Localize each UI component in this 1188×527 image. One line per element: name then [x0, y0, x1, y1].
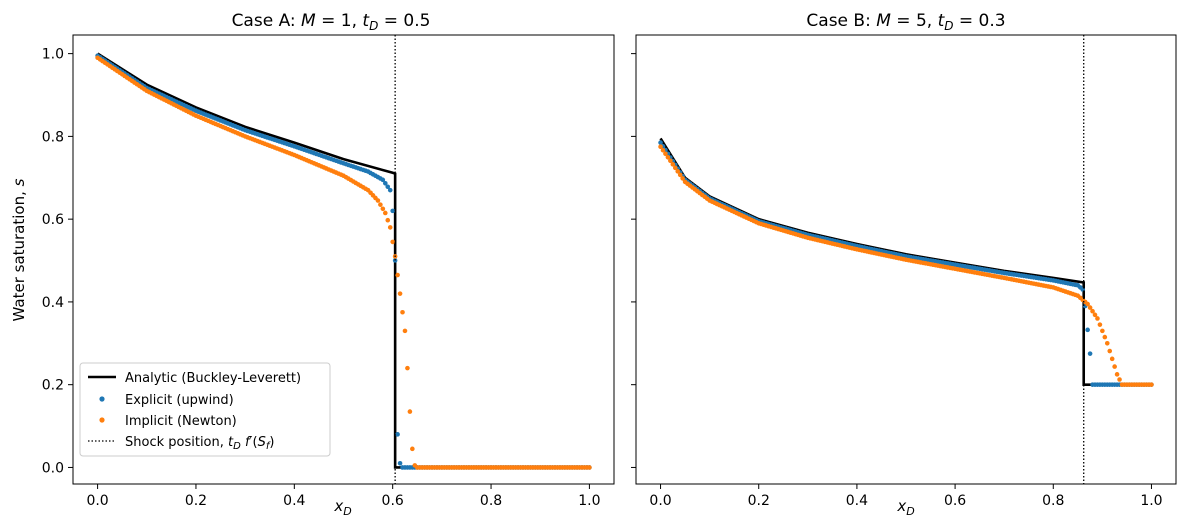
legend: Analytic (Buckley-Leverett) Explicit (up…: [79, 362, 331, 457]
data-point: [1085, 301, 1090, 307]
x-tick-label: 1.0: [1140, 493, 1162, 509]
x-tick-label: 0.0: [86, 493, 108, 509]
x-tick-label: 1.0: [578, 493, 600, 509]
panel-case-a: Case A: M = 1, tD = 0.5 0.0 0.2 0.4 0.6 0.8 1…: [10, 11, 615, 518]
x-tick-label: 0.0: [649, 493, 671, 509]
data-point: [672, 165, 678, 171]
data-point: [1085, 327, 1090, 333]
data-point: [663, 151, 668, 157]
data-point: [1149, 382, 1154, 387]
y-tick-label: 0.0: [42, 460, 64, 476]
x-axis-label-case-b: xD: [896, 497, 914, 518]
plot-area-case-a: 0.0 0.2 0.4 0.6 0.8 1.0 0.0 0.2 0.4 0.6 0.8 1.0: [42, 34, 615, 509]
data-point: [400, 309, 405, 315]
data-point: [1087, 305, 1093, 310]
data-point: [1102, 334, 1108, 340]
legend-label-implicit: Implicit (Newton): [125, 414, 237, 429]
data-point: [587, 465, 592, 470]
data-point: [1095, 316, 1100, 321]
data-point: [670, 162, 676, 167]
x-tick-label: 0.2: [185, 493, 207, 509]
x-tick-label: 0.8: [1042, 493, 1064, 509]
x-tick-label: 0.4: [283, 493, 305, 509]
data-point: [1097, 322, 1103, 327]
data-point: [1104, 341, 1110, 346]
data-point: [1114, 372, 1120, 377]
panel-title-case-b: Case B: M = 5, tD = 0.3: [806, 11, 1005, 33]
x-axis-label-case-a: xD: [333, 497, 351, 518]
panel-case-b: Case B: M = 5, tD = 0.3 0.0 0.2 0.4 0.6 0.8 1…: [631, 11, 1177, 518]
data-point: [658, 140, 663, 145]
data-point: [395, 272, 400, 278]
data-point: [407, 409, 413, 414]
data-point: [383, 180, 388, 186]
legend-swatch-implicit: [99, 417, 105, 423]
axes-frame-case-b: [635, 34, 1177, 485]
data-point: [380, 177, 386, 183]
data-point: [387, 187, 393, 193]
y-tick-label: 0.8: [42, 129, 64, 145]
data-point: [383, 210, 388, 216]
data-point: [1117, 377, 1122, 382]
x-tick-label: 0.6: [944, 493, 966, 509]
data-point: [390, 239, 395, 245]
data-point: [1087, 351, 1093, 356]
data-point: [397, 291, 403, 296]
legend-box: [79, 362, 331, 457]
plot-content-case-b: [658, 137, 1154, 387]
data-point: [677, 172, 683, 178]
x-tick-label: 0.2: [748, 493, 770, 509]
legend-label-analytic: Analytic (Buckley-Leverett): [125, 371, 301, 386]
data-point: [1107, 348, 1113, 354]
legend-label-explicit: Explicit (upwind): [125, 393, 234, 408]
data-point: [665, 154, 671, 160]
x-tick-label: 0.4: [846, 493, 868, 509]
data-point: [675, 169, 681, 174]
data-point: [375, 198, 381, 203]
plot-area-case-b: 0.0 0.2 0.4 0.6 0.8 1.0: [631, 34, 1177, 509]
data-point: [395, 432, 400, 437]
data-point: [397, 461, 403, 466]
x-tick-label: 0.8: [480, 493, 502, 509]
data-point: [392, 258, 398, 263]
panel-title-case-a: Case A: M = 1, tD = 0.5: [232, 11, 431, 33]
series-line-analytic-buckley-leverett: [96, 52, 590, 469]
data-point: [387, 225, 393, 230]
data-point: [660, 147, 666, 153]
series-points-explicit-upwind: [658, 140, 1154, 387]
data-point: [390, 208, 395, 214]
legend-swatch-explicit: [99, 396, 105, 402]
data-point: [402, 328, 408, 334]
data-point: [385, 184, 391, 190]
data-point: [1090, 308, 1095, 314]
y-axis-label: Water saturation, s: [10, 178, 28, 321]
x-tick-label: 0.6: [382, 493, 404, 509]
data-point: [1112, 364, 1117, 369]
data-point: [1100, 328, 1105, 334]
data-point: [1092, 312, 1098, 318]
data-point: [1109, 356, 1115, 362]
data-point: [658, 144, 663, 150]
series-points-implicit-newton: [95, 55, 592, 470]
axes-frame-case-a: [72, 34, 615, 485]
y-tick-label: 1.0: [42, 47, 64, 63]
y-tick-label: 0.6: [42, 212, 64, 228]
data-point: [378, 202, 383, 207]
data-point: [410, 446, 415, 452]
series-points-implicit-newton: [658, 144, 1154, 387]
data-point: [385, 217, 391, 223]
data-point: [380, 206, 386, 212]
y-tick-label: 0.4: [42, 295, 64, 311]
plot-content-case-a: [95, 52, 592, 470]
data-point: [668, 158, 673, 164]
data-point: [680, 176, 685, 181]
legend-label-shock: Shock position, tD f′(Sf): [125, 435, 274, 452]
data-point: [405, 365, 410, 371]
y-tick-label: 0.2: [42, 378, 64, 394]
